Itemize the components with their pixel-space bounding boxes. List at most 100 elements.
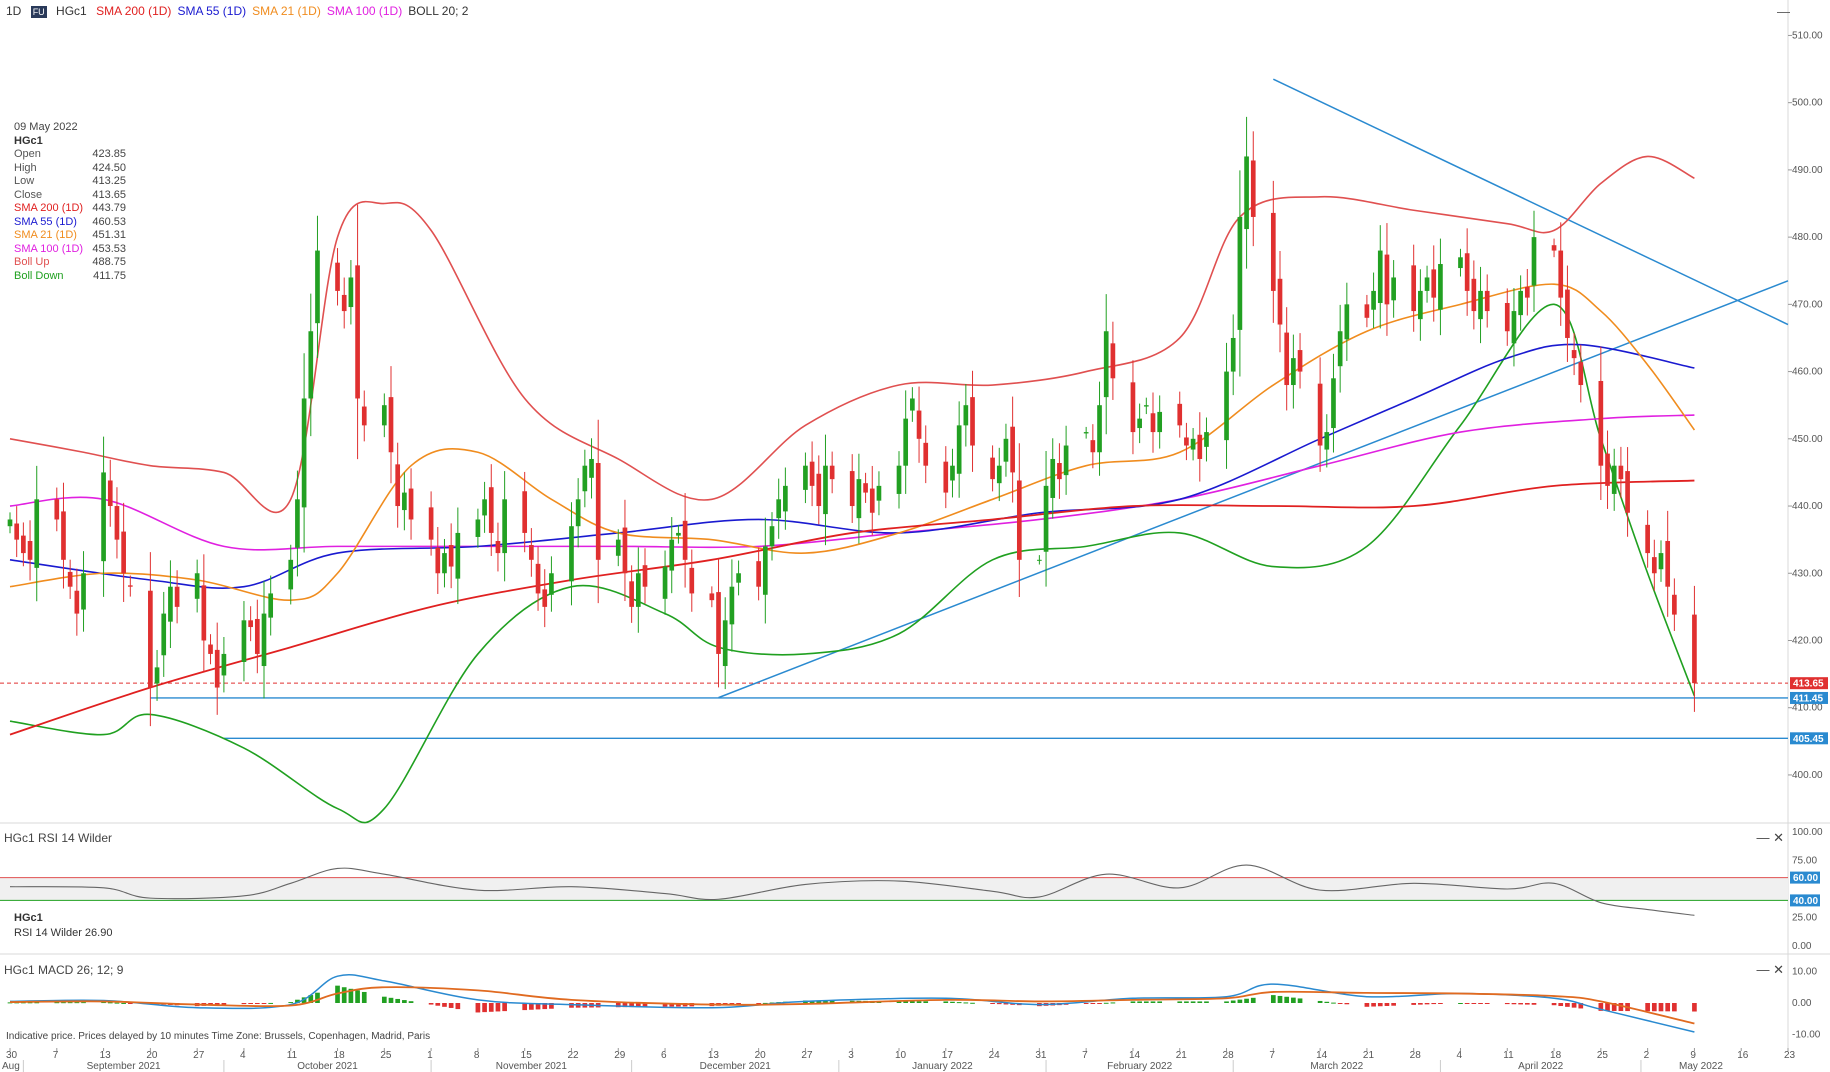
time-tick-label: 21 [1176,1050,1188,1061]
candle-body [582,465,588,492]
macd-pane-controls[interactable]: — ✕ [1756,962,1784,977]
candle-body [7,519,13,527]
candle-body [315,250,320,324]
macd-histogram-bar [475,1003,481,1013]
macd-histogram-bar [381,996,387,1003]
indicator-label[interactable]: SMA 100 (1D) [326,4,403,18]
candle-body [1197,434,1203,459]
legend-label: High [14,161,37,174]
macd-histogram-bar [254,1003,260,1004]
interval-label[interactable]: 1D [6,4,22,18]
window-minimize-icon[interactable]: — [1777,4,1790,19]
candle-body [1484,290,1490,312]
macd-histogram-bar [1184,1001,1189,1003]
indicator-label[interactable]: SMA 55 (1D) [177,4,247,18]
macd-histogram-bar [435,1003,441,1006]
legend-value: 451.31 [92,229,126,241]
macd-histogram-bar [27,1002,33,1004]
macd-histogram-bar [1551,1003,1557,1006]
legend-label: SMA 55 (1D) [14,215,77,228]
macd-histogram-bar [635,1003,641,1007]
macd-histogram-bar [121,1002,126,1004]
indicator-label[interactable]: SMA 200 (1D) [96,4,172,18]
candle-body [1143,405,1149,407]
month-label: January 2022 [912,1061,973,1072]
time-tick-label: 14 [1129,1050,1141,1061]
macd-tick-label: -10.00 [1792,1030,1821,1041]
macd-histogram-bar [1177,1001,1183,1003]
rsi-pane[interactable] [0,864,1788,916]
candle-body [689,567,695,594]
macd-histogram-bar [455,1003,461,1010]
time-tick-label: 2 [1644,1050,1650,1061]
macd-histogram-bar [81,1002,86,1004]
candle-body [114,506,120,540]
macd-histogram-bar [1531,1003,1537,1005]
symbol-label[interactable]: HGc1 [56,4,87,18]
macd-histogram-bar [1003,1003,1009,1005]
macd-histogram-bar [388,997,394,1003]
macd-histogram-bar [956,1002,962,1004]
macd-pane[interactable] [7,973,1697,1033]
macd-histogram-bar [395,998,401,1003]
candle-body [1611,465,1617,494]
legend-label: Boll Down [14,269,64,282]
macd-histogram-bar [1250,997,1256,1003]
candle-body [542,589,548,607]
legend-value: 424.50 [92,161,126,174]
candle-body [1565,289,1570,338]
time-axis[interactable]: 30 7 13 20 27 4 11 18 25 1 8 15 22 29 6 13 20 27 3 10 17 24 31… [0,1048,1830,1072]
candle-body [455,532,461,579]
price-pane[interactable] [0,78,1789,824]
rsi-pane-controls[interactable]: — ✕ [1756,830,1784,845]
candle-body [1551,245,1557,251]
macd-histogram-bar [1377,1003,1383,1007]
rsi-pane-title: HGc1 RSI 14 Wilder [4,831,113,845]
candle-body [575,499,581,527]
macd-histogram-bar [1204,1001,1209,1003]
macd-histogram-bar [1651,1003,1657,1012]
candle-body [1083,432,1089,434]
macd-histogram-bar [662,1003,668,1007]
candle-body [435,547,441,574]
candle-body [408,488,414,520]
price-tick-label: 430.00 [1792,568,1823,579]
candle-body [709,593,715,601]
time-tick-label: 7 [1269,1050,1275,1061]
candle-body [67,571,73,587]
macd-histogram-bar [448,1003,454,1008]
indicator-label[interactable]: SMA 21 (1D) [252,4,321,18]
macd-histogram-bar [1317,1000,1323,1003]
macd-histogram-bar [428,1003,434,1005]
candle-body [869,488,875,513]
candle-body [622,527,628,574]
candle-body [1371,290,1376,310]
time-tick-label: 28 [1410,1050,1422,1061]
legend-row: SMA 55 (1D) 460.53 [14,216,126,230]
macd-histogram-bar [1618,1003,1624,1012]
macd-histogram-bar [308,995,314,1003]
macd-histogram-bar [1157,1001,1163,1003]
candle-body [1645,524,1650,554]
sma200-line [9,479,1695,736]
candle-body [1478,290,1483,320]
candle-body [254,618,260,654]
candle-body [174,586,180,607]
price-axis[interactable]: 400.00 410.00 420.00 430.00 440.00 450.00 460.… [1788,30,1828,1041]
macd-histogram-bar [569,1003,574,1008]
time-tick-label: 14 [1316,1050,1328,1061]
candle-body [1244,156,1249,230]
indicator-label[interactable]: BOLL 20; 2 [408,4,469,18]
candle-body [863,483,868,493]
candle-body [1578,362,1584,386]
sma100-line [9,414,1695,551]
legend-row: High 424.50 [14,162,126,176]
macd-signal-line [9,986,1695,1025]
time-tick-label: 7 [53,1050,59,1061]
candle-body [1364,304,1370,318]
candle-body [1618,465,1624,480]
macd-histogram-bar [355,990,360,1003]
macd-histogram-bar [1270,995,1276,1003]
legend-value: 413.65 [92,188,126,201]
